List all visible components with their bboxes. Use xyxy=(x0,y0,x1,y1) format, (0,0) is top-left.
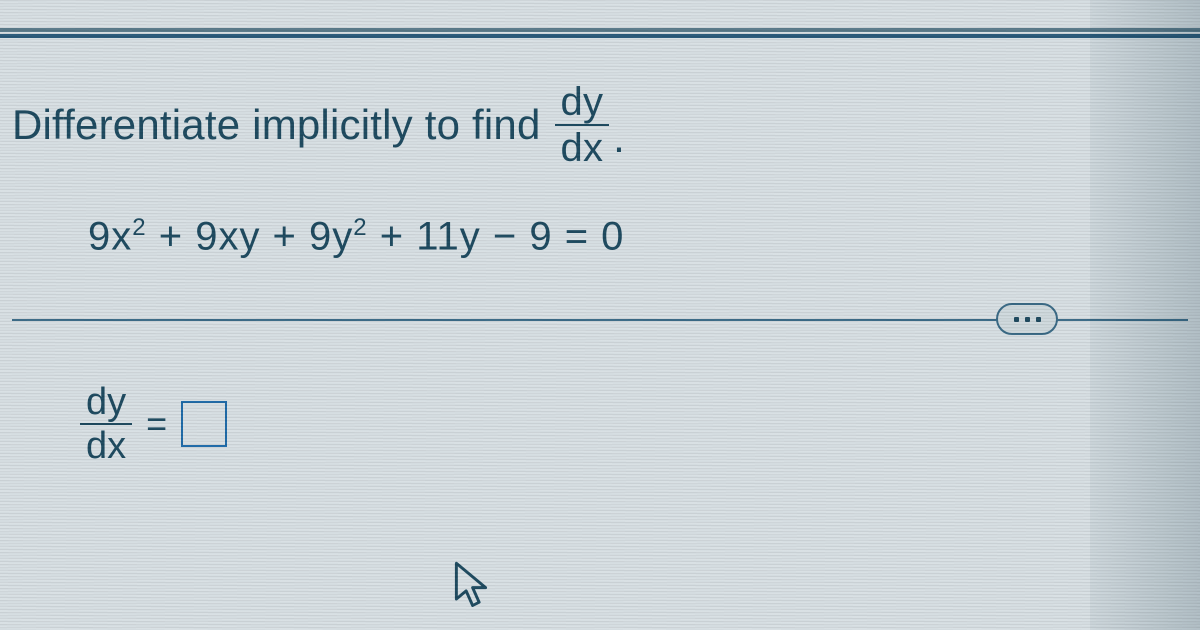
ellipsis-icon xyxy=(1036,317,1041,322)
ellipsis-icon xyxy=(1014,317,1019,322)
answer-input[interactable] xyxy=(181,401,227,447)
section-divider xyxy=(12,319,1188,323)
ellipsis-icon xyxy=(1025,317,1030,322)
answer-denominator: dx xyxy=(80,425,132,465)
prompt-line: Differentiate implicitly to find dy dx . xyxy=(12,82,1188,168)
answer-line: dy dx = xyxy=(80,383,1188,465)
mouse-cursor-icon xyxy=(450,560,492,612)
prompt-period: . xyxy=(613,114,625,168)
fraction-numerator: dy xyxy=(555,82,610,124)
more-options-button[interactable] xyxy=(996,303,1058,335)
fraction-denominator: dx xyxy=(555,126,610,168)
equation-display: 9x2 + 9xy + 9y2 + 11y − 9 = 0 xyxy=(88,214,1188,259)
prompt-fraction: dy dx xyxy=(555,82,610,168)
prompt-text: Differentiate implicitly to find xyxy=(12,101,541,149)
equals-sign: = xyxy=(146,403,167,445)
answer-numerator: dy xyxy=(80,383,132,423)
question-panel: Differentiate implicitly to find dy dx .… xyxy=(0,42,1200,630)
window-top-border xyxy=(0,34,1200,38)
answer-fraction: dy dx xyxy=(80,383,132,465)
